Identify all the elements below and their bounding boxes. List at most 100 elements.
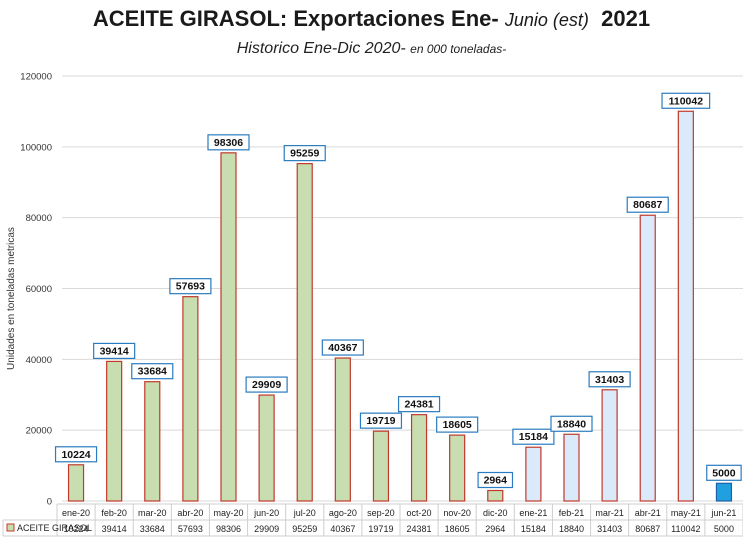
x-tick-label: may-20 bbox=[213, 508, 243, 518]
data-label-may-20: 98306 bbox=[207, 134, 250, 151]
data-label-value: 98306 bbox=[214, 137, 243, 149]
table-value: 110042 bbox=[671, 524, 700, 534]
table-value: 98306 bbox=[216, 524, 241, 534]
data-label-feb-21: 18840 bbox=[550, 415, 593, 432]
data-labels: 10224 39414 33684 57693 98306 29909 95259 40367… bbox=[54, 92, 742, 489]
y-tick-label: 100000 bbox=[20, 142, 52, 153]
table-value: 2964 bbox=[485, 524, 505, 534]
x-tick-label: mar-20 bbox=[138, 508, 167, 518]
data-label-mar-21: 31403 bbox=[588, 371, 631, 388]
table-value: 24381 bbox=[407, 524, 432, 534]
data-label-box bbox=[436, 416, 479, 433]
x-tick-label: dic-20 bbox=[483, 508, 508, 518]
table-value: 19719 bbox=[368, 524, 393, 534]
data-label-dic-20: 2964 bbox=[477, 471, 514, 489]
bar-jun-21 bbox=[715, 482, 733, 502]
y-tick-label: 60000 bbox=[26, 284, 52, 295]
data-label-box bbox=[661, 92, 711, 109]
data-label-value: 29909 bbox=[252, 379, 281, 391]
data-label-feb-20: 39414 bbox=[93, 342, 136, 360]
table-value: 18605 bbox=[445, 524, 470, 534]
data-label-box bbox=[283, 145, 326, 162]
data-label-box bbox=[321, 339, 364, 356]
table-value: 33684 bbox=[140, 524, 165, 534]
bar-dic-20 bbox=[487, 489, 504, 502]
data-label-box bbox=[477, 471, 514, 489]
chart-title-main: ACEITE GIRASOL: Exportaciones Ene- bbox=[92, 6, 499, 31]
data-label-box bbox=[207, 134, 250, 151]
bar-feb-20 bbox=[106, 360, 123, 502]
data-label-may-21: 110042 bbox=[661, 92, 711, 109]
data-label-box bbox=[397, 396, 441, 413]
x-tick-label: jun-21 bbox=[710, 508, 736, 518]
data-label-box bbox=[512, 428, 555, 445]
chart-subtitle-main: Historico Ene-Dic 2020- bbox=[236, 40, 406, 57]
y-tick-label: 40000 bbox=[26, 355, 52, 366]
data-label-jul-20: 95259 bbox=[283, 145, 326, 162]
x-tick-label: jul-20 bbox=[293, 508, 316, 518]
data-label-jun-20: 29909 bbox=[245, 376, 288, 393]
legend-label: ACEITE GIRASOL bbox=[17, 523, 92, 533]
x-tick-label: ene-20 bbox=[62, 508, 90, 518]
bar-abr-21 bbox=[639, 214, 656, 502]
data-label-box bbox=[588, 371, 631, 388]
x-tick-label: feb-21 bbox=[559, 508, 585, 518]
data-label-mar-20: 33684 bbox=[131, 363, 174, 380]
data-label-box bbox=[54, 446, 98, 463]
table-value: 95259 bbox=[292, 524, 317, 534]
data-label-value: 57693 bbox=[176, 281, 205, 293]
data-label-value: 40367 bbox=[328, 342, 357, 354]
x-tick-label: feb-20 bbox=[101, 508, 127, 518]
bar-ene-20 bbox=[67, 464, 85, 502]
data-label-jun-21: 5000 bbox=[706, 464, 742, 481]
table-value: 15184 bbox=[521, 524, 546, 534]
data-label-oct-20: 24381 bbox=[397, 396, 441, 413]
table-value: 18840 bbox=[559, 524, 584, 534]
y-tick-label: 20000 bbox=[26, 426, 52, 437]
x-tick-label: abr-21 bbox=[635, 508, 661, 518]
legend-swatch bbox=[6, 523, 15, 532]
x-tick-label: ene-21 bbox=[519, 508, 547, 518]
x-tick-label: oct-20 bbox=[407, 508, 432, 518]
y-axis-label: Unidades en toneladas metricas bbox=[6, 227, 17, 370]
data-label-box bbox=[550, 415, 593, 432]
y-tick-label: 0 bbox=[47, 497, 52, 508]
data-label-value: 95259 bbox=[290, 148, 319, 160]
data-label-value: 10224 bbox=[61, 449, 90, 461]
bar-ago-20 bbox=[334, 357, 351, 502]
bar-nov-20 bbox=[449, 434, 466, 502]
bar-mar-21 bbox=[601, 389, 618, 502]
table-value: 39414 bbox=[102, 524, 127, 534]
data-label-sep-20: 19719 bbox=[359, 412, 403, 429]
data-label-value: 15184 bbox=[519, 431, 548, 443]
table-value: 29909 bbox=[254, 524, 279, 534]
bar-mar-20 bbox=[144, 381, 161, 502]
table-value: 5000 bbox=[714, 524, 734, 534]
bar-oct-20 bbox=[410, 414, 428, 502]
data-label-value: 24381 bbox=[404, 399, 433, 411]
data-label-value: 18605 bbox=[443, 419, 472, 431]
table-value: 31403 bbox=[597, 524, 622, 534]
bar-jul-20 bbox=[296, 163, 313, 502]
x-tick-label: sep-20 bbox=[367, 508, 395, 518]
data-label-abr-20: 57693 bbox=[169, 278, 212, 295]
data-table: ACEITE GIRASOL ene-20 10224 feb-20 39414 mar-… bbox=[2, 503, 743, 537]
data-label-ene-21: 15184 bbox=[512, 428, 555, 445]
chart-subtitle: Historico Ene-Dic 2020- en 000 toneladas… bbox=[0, 40, 743, 58]
data-label-ene-20: 10224 bbox=[54, 446, 98, 463]
bar-feb-21 bbox=[563, 433, 580, 502]
bar-jun-20 bbox=[258, 394, 275, 502]
data-label-value: 110042 bbox=[669, 95, 704, 107]
data-label-value: 31403 bbox=[595, 374, 624, 386]
data-label-box bbox=[169, 278, 212, 295]
x-tick-label: mar-21 bbox=[595, 508, 624, 518]
data-label-value: 80687 bbox=[633, 199, 662, 211]
table-value: 57693 bbox=[178, 524, 203, 534]
x-tick-label: nov-20 bbox=[443, 508, 471, 518]
data-label-value: 33684 bbox=[138, 366, 167, 378]
bar-may-20 bbox=[220, 152, 237, 502]
data-label-value: 2964 bbox=[484, 475, 508, 487]
chart-title-italic: Junio (est) bbox=[504, 10, 589, 30]
data-label-nov-20: 18605 bbox=[436, 416, 479, 433]
